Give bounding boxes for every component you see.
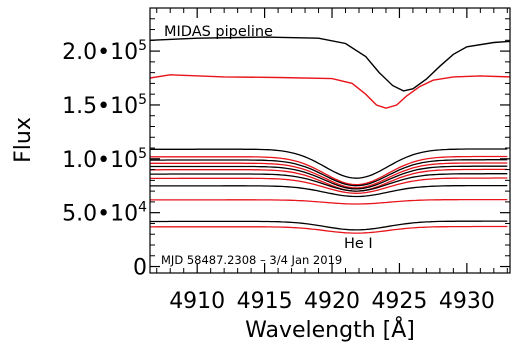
- series-line-top-red: [150, 74, 510, 109]
- series-line-red-9: [150, 198, 508, 205]
- series-line-red-11: [150, 225, 508, 234]
- y-axis-title: Flux: [11, 117, 36, 163]
- x-tick-label-4: 4930: [439, 289, 495, 314]
- chart-title: MIDAS pipeline: [164, 24, 273, 40]
- series-line-black-4: [150, 165, 508, 190]
- series-line-black-10: [150, 220, 508, 231]
- x-tick-label-1: 4915: [237, 289, 293, 314]
- date-annotation: MJD 58487.2308 – 3/4 Jan 2019: [161, 253, 342, 267]
- x-tick-label-0: 4910: [169, 289, 225, 314]
- x-axis-title: Wavelength [Å]: [245, 316, 415, 343]
- plot-frame: [149, 7, 511, 274]
- line-label: He I: [344, 236, 373, 252]
- tick-label-layer: 4910 4915 4920 4925 4930 0 5.0•104 1.0•105 1.5•1…: [62, 38, 495, 314]
- series-line-top-black: [150, 36, 510, 92]
- series-line-black-8: [150, 184, 508, 198]
- series-line-black-2: [150, 159, 508, 187]
- y-tick-label-4: 2.0•105: [62, 38, 147, 65]
- series-line-red-3: [150, 162, 508, 189]
- series-line-red-7: [150, 177, 508, 194]
- x-tick-label-2: 4920: [304, 289, 360, 314]
- series-line-black-6: [150, 173, 508, 192]
- series-layer: [150, 36, 510, 234]
- series-line-black-0: [150, 148, 508, 179]
- x-tick-label-3: 4925: [371, 289, 427, 314]
- y-tick-label-3: 1.5•105: [62, 92, 147, 119]
- y-tick-label-1: 5.0•104: [62, 200, 147, 227]
- y-tick-label-2: 1.0•105: [62, 146, 147, 173]
- y-tick-label-0: 0: [133, 256, 147, 281]
- tick-layer: [150, 8, 510, 273]
- series-line-red-1: [150, 155, 508, 186]
- series-line-red-5: [150, 168, 508, 192]
